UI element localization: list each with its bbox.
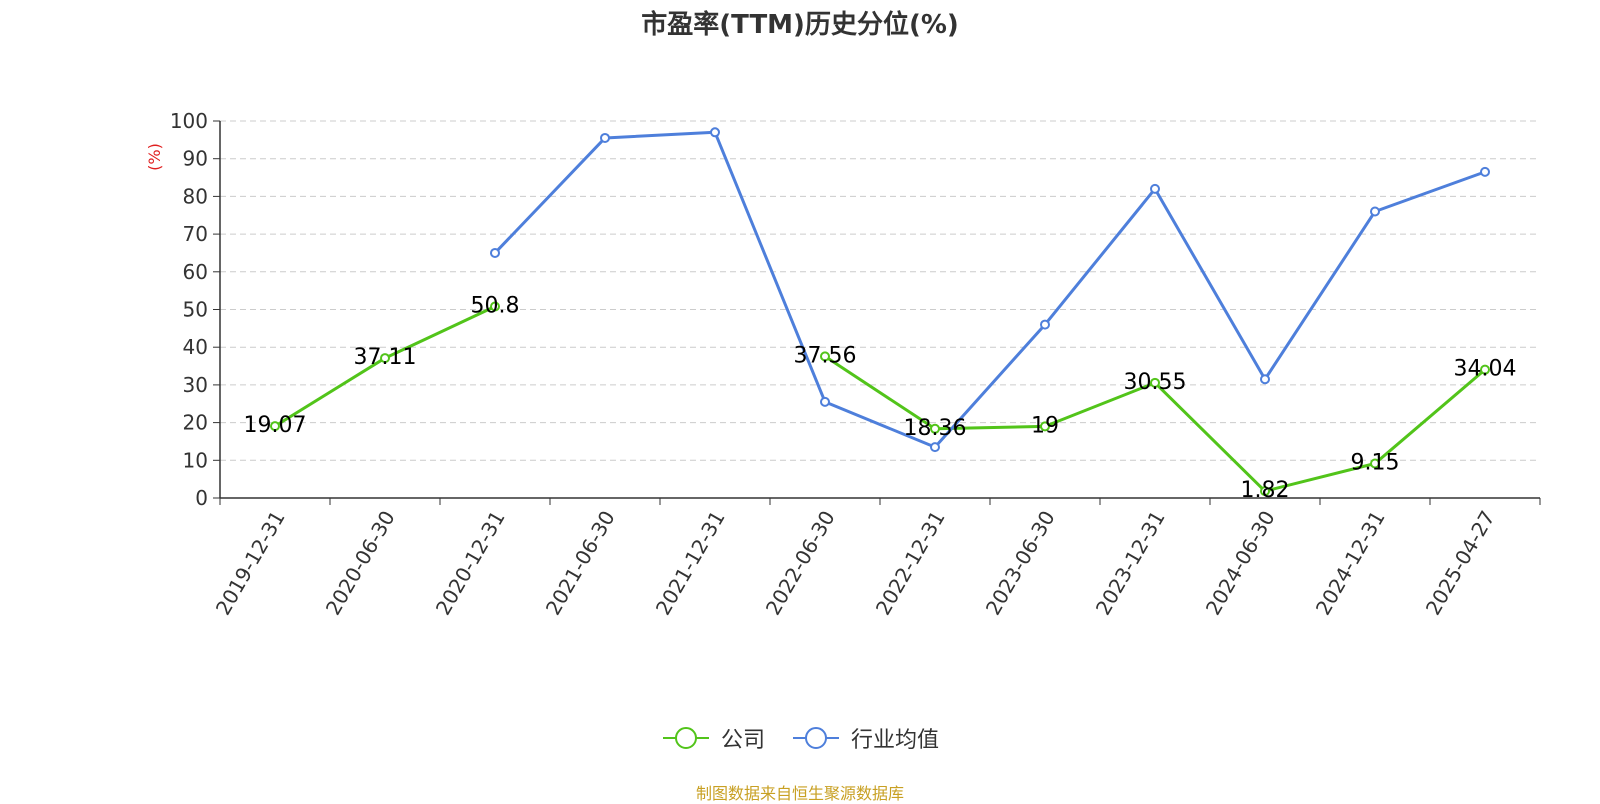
y-tick-label: 20 [183,411,208,435]
company-data-label: 37.11 [354,345,417,370]
legend-industry-label: 行业均值 [851,728,940,753]
x-tick-label: 2024-06-30 [1201,507,1280,620]
company-point [1370,458,1380,469]
data-labels: 19.07 37.11 50.8 37.56 18.36 19 30.55 1.82 9.15 3… [244,293,1517,503]
x-tick-label: 2024-12-31 [1311,507,1390,620]
x-tick-label: 2022-12-31 [871,507,950,620]
x-tick-label: 2025-04-27 [1421,507,1500,620]
y-tick-label: 80 [183,184,208,208]
industry-point [710,127,720,138]
company-data-label: 1.82 [1241,478,1290,503]
industry-point [600,132,610,143]
company-point [1480,364,1490,375]
x-tick-label: 2020-06-30 [321,507,400,620]
legend-item-industry[interactable]: 行业均值 [791,722,939,754]
x-tick-label: 2021-06-30 [541,507,620,620]
company-point [820,351,830,362]
company-data-label: 30.55 [1124,370,1187,395]
grid-lines [220,120,1540,461]
company-data-label: 19.07 [244,413,307,438]
company-data-label: 18.36 [904,416,967,441]
company-data-label: 37.56 [794,343,857,368]
industry-point [1260,374,1270,385]
company-data-label: 50.8 [471,293,520,318]
source-note: 制图数据来自恒生聚源数据库 [695,784,904,803]
chart-title: 市盈率(TTM)历史分位(%) [641,10,959,40]
company-point [380,353,390,364]
y-tick-label: 100 [170,109,208,133]
x-tick-label: 2020-12-31 [431,507,510,620]
x-tick-label: 2021-12-31 [651,507,730,620]
industry-series-line [493,130,1486,449]
x-tick-label: 2023-06-30 [981,507,1060,620]
company-data-label: 9.15 [1351,451,1400,476]
company-data-label: 34.04 [1454,357,1517,382]
x-tick-label: 2022-06-30 [761,507,840,620]
company-point [1040,421,1050,432]
x-tick-label: 2019-12-31 [211,507,290,620]
y-tick-label: 40 [183,335,208,359]
company-point [1260,486,1270,497]
company-point [930,423,940,434]
y-tick-label: 90 [183,147,208,171]
legend-industry-icon [793,727,839,749]
y-axis-label: (%) [145,143,164,171]
y-tick-label: 0 [195,486,208,510]
company-point [490,301,500,312]
company-data-label: 19 [1031,413,1059,438]
legend-company-icon [662,727,709,749]
y-tick-label: 10 [183,448,208,472]
series-lines [270,127,1490,497]
y-tick-label: 30 [183,373,208,397]
industry-point [490,247,500,258]
industry-point [930,442,940,453]
company-point [270,421,280,432]
y-tick-label: 60 [183,260,208,284]
legend: 公司 行业均值 [0,722,1600,754]
industry-point [1040,319,1050,330]
industry-point [1480,166,1490,177]
y-tick-label: 50 [183,298,208,322]
industry-point [1370,206,1380,217]
y-tick-label: 70 [183,222,208,246]
industry-point [820,396,830,407]
company-point [1150,377,1160,388]
industry-point [1150,183,1160,194]
legend-item-company[interactable]: 公司 [661,722,765,754]
legend-company-label: 公司 [720,728,765,753]
x-tick-label: 2023-12-31 [1091,507,1170,620]
